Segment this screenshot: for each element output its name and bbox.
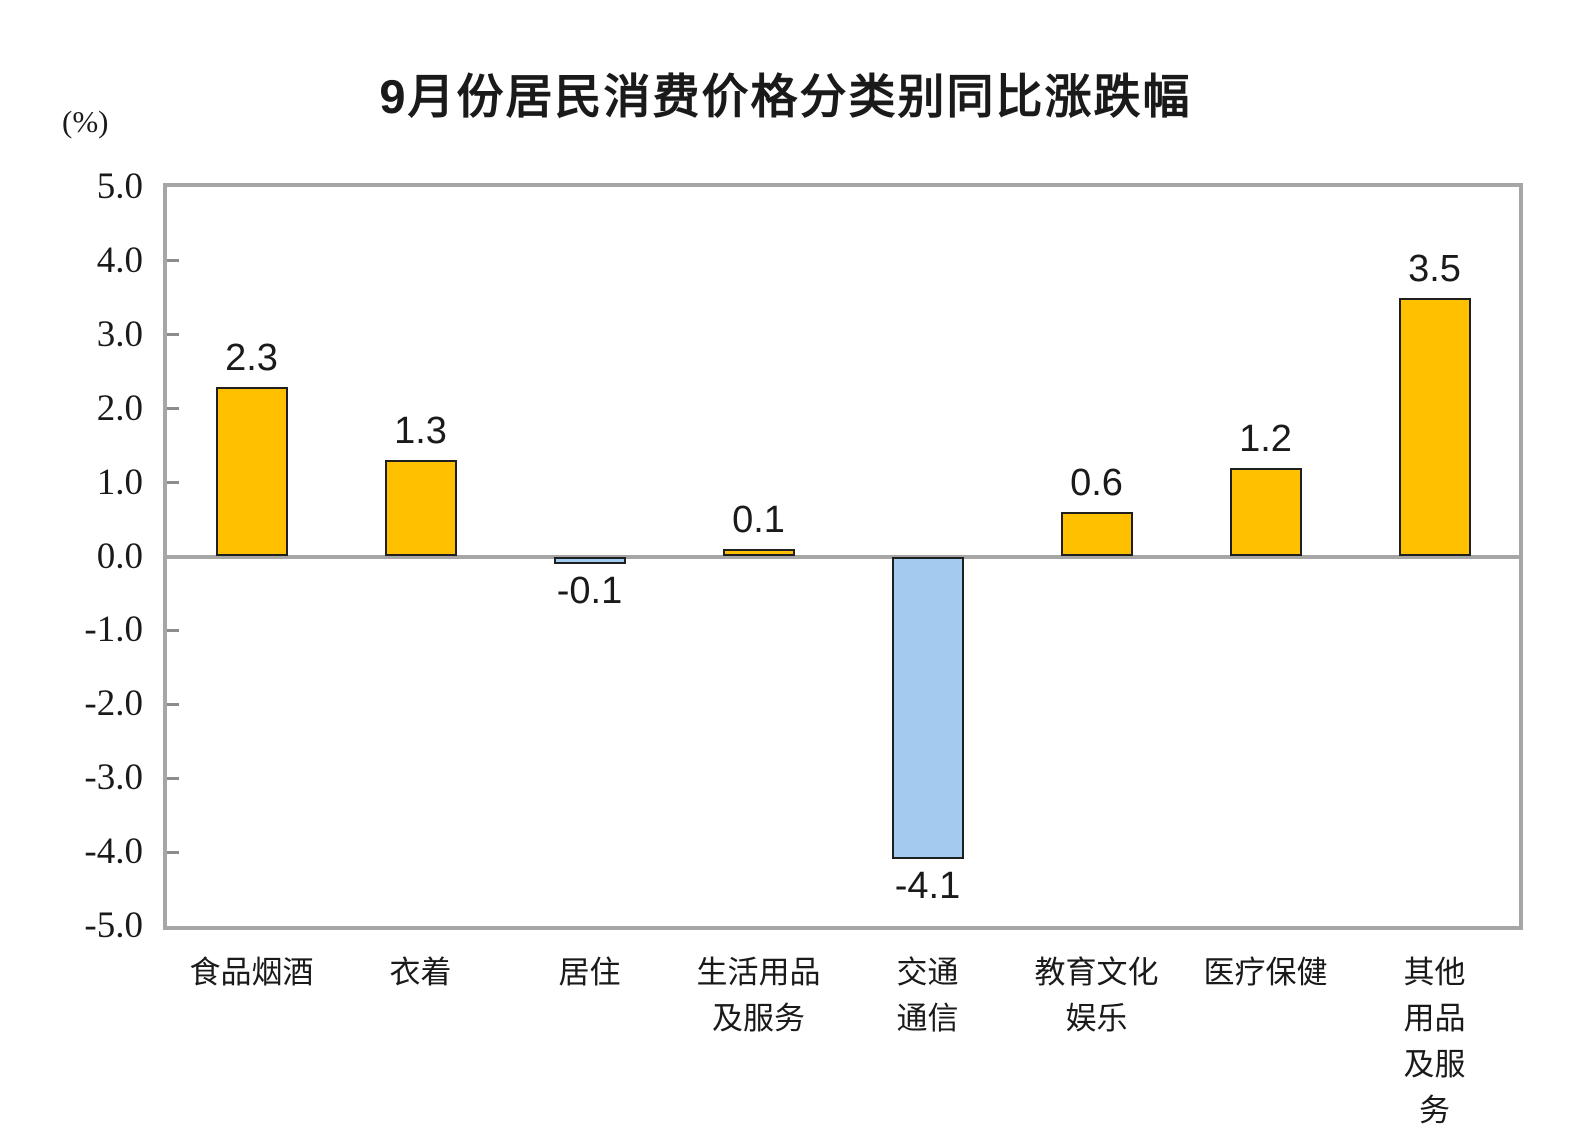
x-category-label-5: 教育文化 娱乐	[1034, 955, 1159, 1036]
bar-value-label-0: 2.3	[225, 336, 278, 379]
y-tick-mark	[167, 850, 179, 854]
bar-value-label-5: 0.6	[1070, 462, 1123, 505]
y-axis-unit-label: (%)	[62, 104, 109, 139]
bar-value-label-7: 3.5	[1408, 247, 1461, 290]
bar-value-label-1: 1.3	[394, 410, 447, 453]
bar-1	[384, 460, 457, 557]
bar-5	[1060, 512, 1133, 557]
y-tick-label-4.0: 4.0	[96, 239, 143, 281]
x-axis: 食品烟酒 衣着 居住 生活用品 及服务 交通 通信 教育文化 娱乐 医疗保健 其他用品 及服务	[167, 950, 1519, 1128]
chart-title: 9月份居民消费价格分类别同比涨跌幅	[379, 70, 1192, 123]
bar-value-label-4: -4.1	[894, 865, 961, 908]
x-category-label-4: 交通 通信	[896, 955, 959, 1036]
bar-value-label-6: 1.2	[1239, 417, 1292, 460]
y-tick-label-5.0: 5.0	[96, 166, 143, 207]
y-tick-mark	[167, 333, 179, 337]
bar-4	[891, 556, 964, 860]
y-tick-label-3.0: 3.0	[96, 313, 143, 355]
y-tick-label--2.0: -2.0	[84, 683, 143, 725]
bar-2	[553, 556, 626, 564]
bar-value-label-3: 0.1	[732, 499, 785, 542]
x-category-label-0: 食品烟酒	[189, 955, 314, 990]
bar-0	[215, 386, 288, 557]
y-tick-mark	[167, 702, 179, 706]
y-tick-mark	[167, 628, 179, 632]
x-category-label-7: 其他用品 及服务	[1403, 955, 1466, 1128]
bar-value-label-2: -0.1	[556, 569, 623, 612]
y-tick-label--1.0: -1.0	[84, 609, 143, 651]
y-tick-label--4.0: -4.0	[84, 831, 143, 873]
x-category-label-2: 居住	[558, 955, 621, 990]
bar-3	[722, 549, 795, 557]
y-axis: 5.0 4.0 3.0 2.0 1.0 0.0 -1.0 -2.0 -3.0 -4.0 -5.0	[0, 167, 151, 946]
zero-axis-line	[167, 554, 1519, 559]
y-tick-label--3.0: -3.0	[84, 757, 143, 799]
y-tick-mark	[167, 481, 179, 485]
bar-7	[1398, 297, 1471, 557]
y-tick-label-0.0: 0.0	[96, 535, 143, 577]
y-tick-mark	[167, 776, 179, 780]
bar-6	[1229, 467, 1302, 557]
y-tick-label-1.0: 1.0	[96, 461, 143, 503]
y-tick-label-2.0: 2.0	[96, 387, 143, 429]
x-category-label-6: 医疗保健	[1203, 955, 1328, 990]
x-category-label-3: 生活用品 及服务	[696, 955, 821, 1036]
y-tick-mark	[167, 259, 179, 263]
plot-area: 2.3 1.3 -0.1 0.1 -4.1 0.6 1.2 3.5	[163, 183, 1523, 930]
y-tick-mark	[167, 407, 179, 411]
y-tick-label--5.0: -5.0	[84, 905, 143, 946]
x-category-label-1: 衣着	[389, 955, 452, 990]
